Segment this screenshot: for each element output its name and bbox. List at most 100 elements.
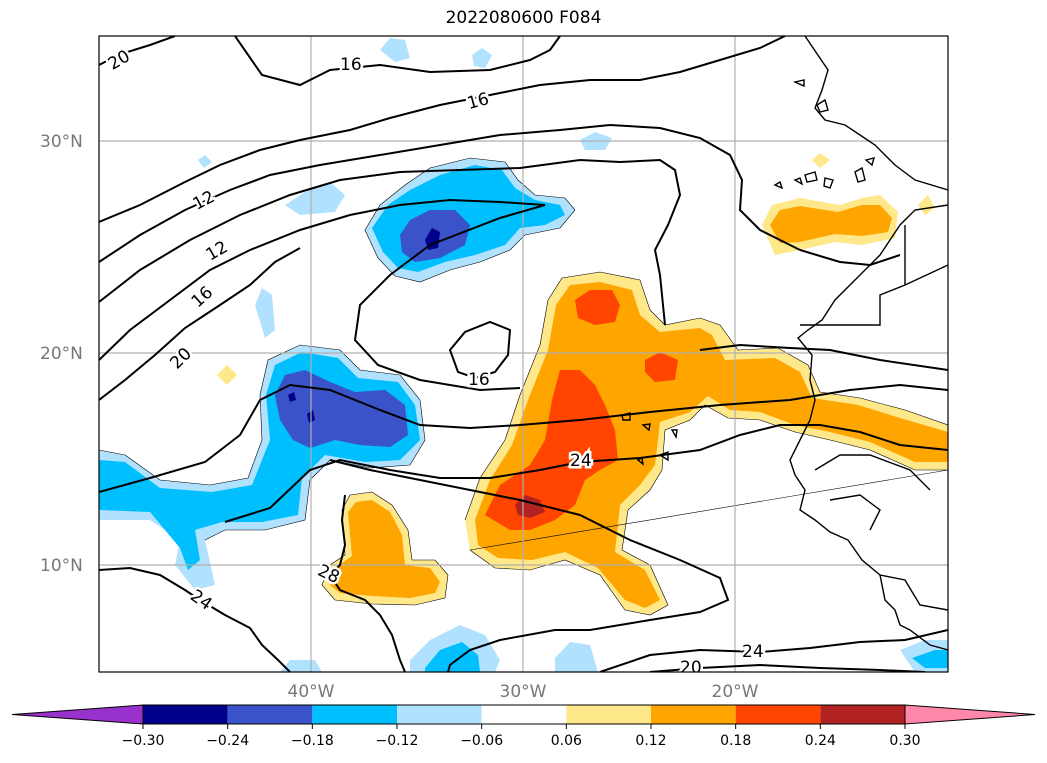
lat-label-10n: 10°N <box>40 556 83 576</box>
contour-label-16-mid: 16 <box>465 89 491 114</box>
neg-area-bottom-a2 <box>425 642 480 672</box>
contour-16-top <box>234 36 561 87</box>
colorbar-segment <box>566 705 651 724</box>
pos-area-central <box>475 282 948 608</box>
coast-africa-west <box>789 204 948 651</box>
contour-label-20-west: 20 <box>166 344 195 373</box>
axis-labels: 30°N 20°N 10°N 40°W 30°W 20°W <box>40 132 759 702</box>
neg-area-top-b <box>472 48 492 68</box>
contour-label-16-closed: 16 <box>468 370 490 390</box>
colorbar-tick-label: 0.18 <box>720 733 751 749</box>
pos-area-sw <box>330 500 440 598</box>
colorbar-tick-label: −0.12 <box>376 733 419 749</box>
colorbar-segment <box>397 705 482 724</box>
contour-20-west <box>99 247 301 401</box>
plot-title: 2022080600 F084 <box>445 8 602 28</box>
coast-africa-inland-border-c <box>814 454 931 491</box>
canary-islands <box>773 157 876 190</box>
madeira-islands <box>792 79 829 113</box>
colorbar-segment <box>312 705 397 724</box>
contour-28-south <box>328 494 406 672</box>
neg-area-small-f <box>198 155 212 168</box>
cape-verde-islands <box>621 412 678 466</box>
pos-area-central-mid-b <box>575 290 620 325</box>
colorbar-tick-label: 0.24 <box>805 733 836 749</box>
pos-area-ne-small <box>812 153 830 168</box>
lon-label-40w: 40°W <box>288 682 335 702</box>
pos-area-ne <box>770 205 892 243</box>
neg-area-north <box>372 165 565 272</box>
contour-label-24-center: 24 <box>570 451 592 471</box>
contour-12-a <box>99 123 901 267</box>
neg-area-bottom-b <box>555 642 598 672</box>
pos-area-ne-small-b <box>918 195 935 215</box>
colorbar-tick-label: 0.06 <box>551 733 582 749</box>
neg-area-west-core-b <box>288 392 296 402</box>
contour-label-20-se: 20 <box>680 658 702 678</box>
coast-africa-inland-border-d <box>829 494 881 531</box>
contour-20-se <box>649 663 926 672</box>
neg-area-small-e <box>255 288 275 338</box>
contour-label-24-sw: 24 <box>186 586 215 615</box>
contour-16-east <box>699 343 948 371</box>
map-plot-area: 20 16 16 12 12 16 20 16 24 28 24 24 20 <box>99 36 948 678</box>
colorbar-frame <box>142 704 906 725</box>
neg-area-north-core <box>425 228 440 250</box>
neg-area-top <box>380 38 410 62</box>
coast-africa-inland-border-a <box>800 225 906 326</box>
colorbar-segment <box>481 705 567 724</box>
colorbar-segment <box>227 705 313 724</box>
neg-north-outline <box>364 157 576 283</box>
lat-label-20n: 20°N <box>40 344 83 364</box>
coast-iberia-morocco <box>804 36 948 191</box>
neg-area-bottom-d <box>280 660 322 672</box>
colorbar-segment <box>820 705 905 724</box>
contour-label-24-se: 24 <box>742 642 764 662</box>
contour-label-12-a: 12 <box>190 187 218 215</box>
colorbar-segment <box>651 705 736 724</box>
colorbar-extend-min <box>11 704 144 725</box>
contour-lines <box>99 36 948 672</box>
colorbar-segment <box>735 705 821 724</box>
pos-area-central-mid-c <box>645 352 678 382</box>
colorbar-tick-label: 0.12 <box>635 733 666 749</box>
colorbar-tick-label: 0.30 <box>889 733 920 749</box>
colorbar-tick-label: −0.30 <box>122 733 165 749</box>
neg-west-outline <box>99 344 426 541</box>
colorbar-tick-label: −0.24 <box>206 733 249 749</box>
gridlines <box>99 36 948 672</box>
pos-sw-outline <box>321 491 449 606</box>
contour-20-south <box>99 383 948 493</box>
pos-area-small-w <box>217 365 237 385</box>
lon-label-20w: 20°W <box>712 682 759 702</box>
contour-16-closed <box>448 320 512 380</box>
contour-16-west <box>99 198 546 392</box>
lon-label-30w: 30°W <box>500 682 547 702</box>
pos-area-central-mid <box>485 370 618 530</box>
colorbar: −0.30 −0.24 −0.18 −0.12 −0.06 0.06 0.12 0.18 0.2… <box>11 704 1036 749</box>
neg-area-west-mid <box>275 370 408 448</box>
contour-24-center <box>224 424 948 523</box>
coast-africa-inland-border-b <box>904 264 948 286</box>
coast-africa-inland-border-e <box>879 574 948 611</box>
colorbar-tick-label: −0.18 <box>291 733 334 749</box>
contour-24-se <box>599 629 948 672</box>
colorbar-tick-label: −0.06 <box>460 733 503 749</box>
contour-12-b <box>99 158 682 326</box>
anomaly-outline-layer <box>99 157 948 616</box>
anomaly-fill-layer <box>99 38 948 672</box>
neg-area-small-d <box>285 182 345 215</box>
contour-16-mid <box>99 36 786 223</box>
contour-label-16-west: 16 <box>188 283 217 312</box>
contour-24-sw <box>99 566 291 672</box>
neg-area-bottom-c2 <box>912 650 948 668</box>
lat-label-30n: 30°N <box>40 132 83 152</box>
contour-label-16-top: 16 <box>340 55 362 75</box>
contour-20-nw <box>99 36 176 66</box>
coastlines <box>621 36 948 651</box>
map-frame <box>98 35 949 673</box>
contour-24-lower <box>329 459 730 672</box>
colorbar-extend-max <box>904 704 1036 725</box>
colorbar-segment <box>143 705 228 724</box>
